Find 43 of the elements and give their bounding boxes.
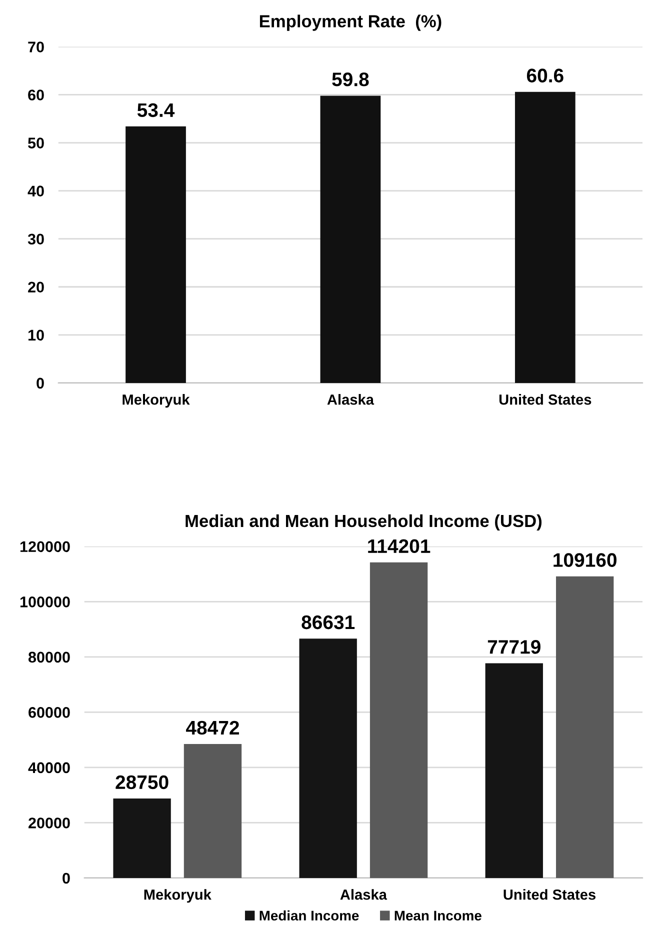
y-tick-label: 80000: [28, 652, 70, 663]
bar: [485, 663, 543, 878]
y-tick-label: 0: [36, 378, 44, 389]
x-tick-label: Alaska: [340, 889, 388, 900]
bar: [184, 744, 242, 878]
y-tick-label: 100000: [20, 596, 70, 608]
y-tick-label: 70: [28, 42, 44, 52]
data-label: 53.4: [137, 103, 175, 118]
x-tick-label: Mekoryuk: [122, 394, 190, 408]
chart-title: Median and Mean Household Income (USD): [186, 514, 542, 531]
y-tick-label: 60000: [28, 707, 70, 718]
x-tick-label: United States: [499, 394, 592, 405]
data-label: 86631: [302, 615, 355, 630]
y-tick-label: 40000: [28, 762, 70, 774]
y-tick-label: 40: [28, 186, 44, 196]
bar: [299, 638, 357, 878]
y-tick-label: 20000: [28, 818, 70, 828]
bar: [556, 576, 614, 878]
x-tick-label: United States: [504, 889, 596, 900]
data-label: 59.8: [332, 72, 369, 86]
bar: [113, 798, 171, 878]
data-label: 114201: [368, 539, 430, 554]
data-label: 77719: [488, 640, 540, 654]
data-label: 60.6: [526, 68, 564, 82]
bar: [370, 562, 428, 878]
data-label: 109160: [554, 553, 616, 567]
bar: [320, 96, 381, 383]
legend-label: Median Income: [260, 910, 359, 921]
y-tick-label: 20: [28, 282, 44, 293]
y-tick-label: 10: [28, 330, 44, 341]
y-tick-label: 30: [28, 234, 44, 245]
legend-label: Mean Income: [394, 910, 482, 921]
y-tick-label: 120000: [20, 541, 70, 552]
x-tick-label: Mekoryuk: [144, 889, 212, 903]
y-tick-label: 0: [62, 872, 70, 884]
y-tick-label: 60: [28, 90, 44, 100]
y-tick-label: 50: [28, 138, 44, 148]
data-label: 28750: [116, 775, 168, 790]
bar: [126, 126, 186, 383]
bar: [514, 92, 576, 383]
x-tick-label: Alaska: [327, 394, 374, 405]
chart-title: Employment Rate (%): [260, 14, 442, 31]
data-label: 48472: [186, 720, 239, 735]
